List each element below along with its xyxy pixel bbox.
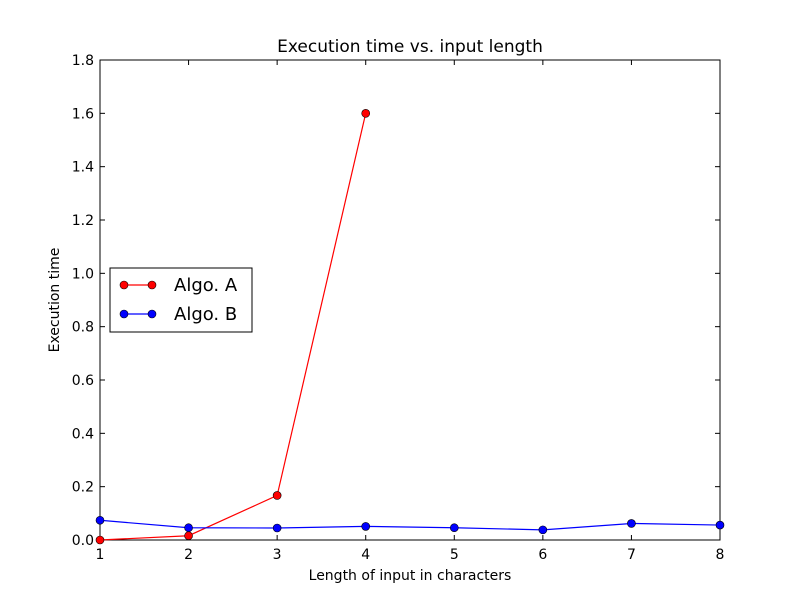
y-tick-label: 1.2 — [72, 213, 94, 229]
data-point — [361, 522, 371, 531]
series-algo-a — [95, 109, 371, 545]
legend-item: Algo. B — [119, 304, 237, 325]
data-point — [184, 531, 193, 541]
data-point — [272, 491, 282, 500]
y-tick-label: 0.4 — [72, 426, 94, 442]
y-axis: 0.0 0.2 0.4 0.6 0.8 1.0 1.2 1.4 1.6 1.8 — [72, 53, 720, 549]
x-axis-title: Length of input in characters — [309, 568, 512, 584]
x-tick-label: 8 — [716, 547, 725, 563]
data-point — [627, 519, 636, 528]
x-tick-label: 7 — [627, 547, 636, 563]
legend-marker — [147, 280, 157, 290]
y-tick-label: 0.0 — [72, 533, 94, 549]
y-tick-label: 0.6 — [72, 373, 94, 389]
data-point — [361, 109, 371, 118]
data-point — [538, 525, 548, 535]
data-point — [95, 535, 105, 545]
legend: Algo. A Algo. B — [109, 267, 253, 333]
x-tick-label: 1 — [96, 547, 105, 563]
series-line — [99, 519, 721, 531]
y-tick-label: 0.2 — [72, 480, 94, 496]
y-tick-label: 1.8 — [72, 53, 94, 69]
legend-marker — [119, 309, 129, 319]
data-point — [715, 520, 725, 530]
y-tick-label: 1.6 — [72, 106, 94, 122]
y-tick-label: 0.8 — [72, 320, 94, 336]
legend-label: Algo. B — [174, 304, 237, 325]
data-point — [184, 523, 193, 533]
y-axis-title: Execution time — [47, 248, 63, 353]
legend-box — [109, 267, 253, 333]
series-algo-b — [95, 515, 725, 535]
x-tick-label: 6 — [538, 547, 547, 563]
x-tick-label: 2 — [184, 547, 193, 563]
data-point — [272, 523, 282, 533]
x-tick-label: 3 — [273, 547, 282, 563]
legend-label: Algo. A — [174, 275, 238, 296]
legend-marker — [147, 309, 157, 319]
legend-item: Algo. A — [119, 275, 238, 296]
y-tick-label: 1.0 — [72, 266, 94, 282]
chart-title: Execution time vs. input length — [277, 37, 543, 57]
data-point — [449, 523, 459, 533]
x-tick-label: 4 — [361, 547, 370, 563]
data-point — [95, 515, 105, 525]
x-tick-label: 5 — [450, 547, 459, 563]
legend-marker — [119, 280, 129, 290]
y-tick-label: 1.4 — [72, 160, 94, 176]
series-line — [99, 113, 367, 541]
series-layer — [95, 109, 725, 545]
